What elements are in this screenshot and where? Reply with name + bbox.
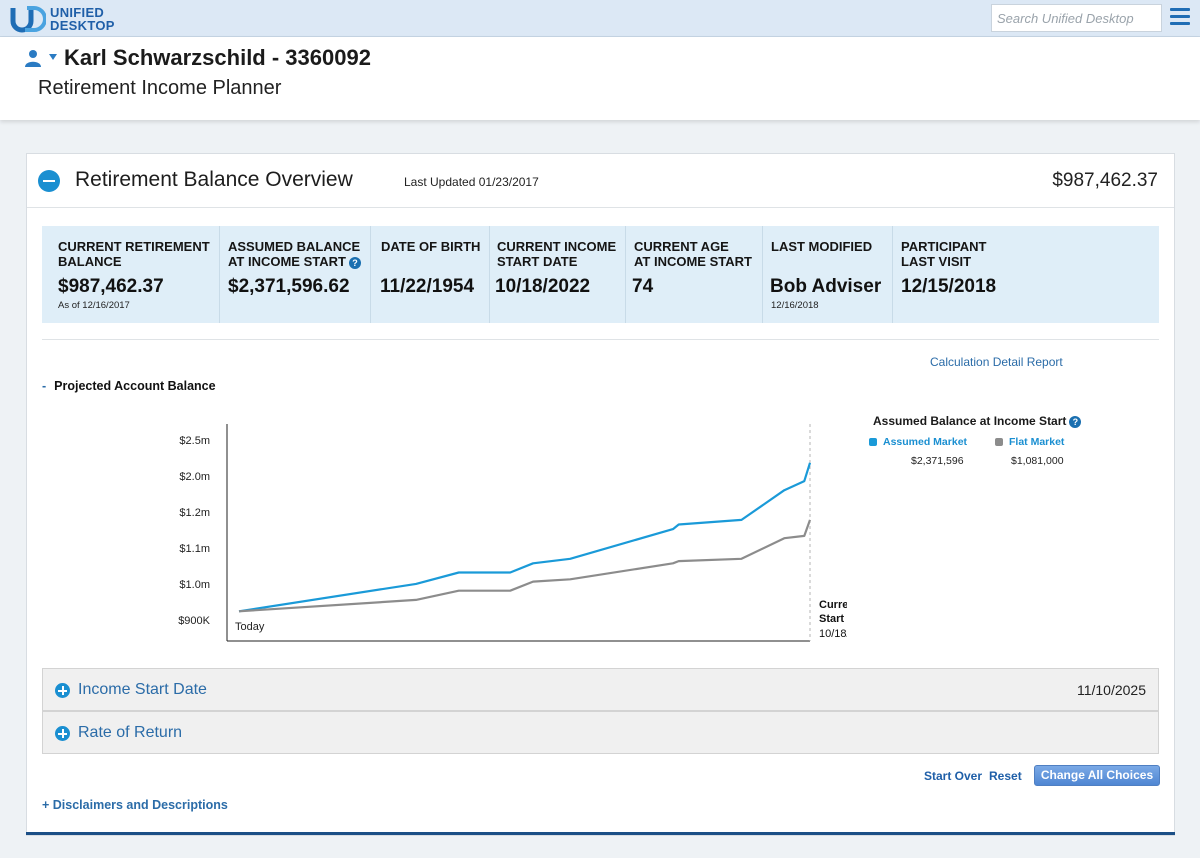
series-line-flat-market: [238, 519, 812, 613]
summary-col-dob: DATE OF BIRTH 11/22/1954: [370, 226, 488, 323]
legend-swatch: [869, 438, 877, 447]
accordion-label[interactable]: Rate of Return: [78, 724, 183, 741]
summary-value: 11/22/1954: [380, 276, 475, 297]
help-icon[interactable]: ?: [348, 256, 361, 269]
search-input[interactable]: Search Unified Desktop: [991, 4, 1162, 32]
y-tick-label: $1.0m: [179, 579, 210, 591]
rate-of-return-row[interactable]: Rate of Return: [42, 711, 1159, 754]
summary-value: 12/15/2018: [901, 276, 997, 297]
app-logo[interactable]: UNIFIED DESKTOP: [10, 3, 115, 34]
accordion-label[interactable]: Income Start Date: [78, 681, 207, 698]
summary-value: 10/18/2022: [495, 276, 591, 297]
summary-strip: CURRENT RETIREMENT BALANCE $987,462.37 As…: [42, 226, 1159, 323]
help-icon[interactable]: ?: [1069, 415, 1082, 428]
legend-item-flat[interactable]: Flat Market: [995, 436, 1064, 448]
summary-col-age: CURRENT AGE AT INCOME START 74: [625, 226, 761, 323]
reset-button[interactable]: Reset: [989, 769, 1022, 783]
user-icon[interactable]: [24, 49, 42, 67]
y-tick-label: $2.0m: [179, 471, 210, 483]
calculation-detail-report-link[interactable]: Calculation Detail Report: [930, 355, 1063, 369]
projection-heading[interactable]: - Projected Account Balance: [42, 379, 216, 393]
y-tick-label: $2.5m: [179, 435, 210, 447]
legend-value-flat: $1,081,000: [1011, 455, 1064, 467]
income-start-label: Start Date: [819, 613, 847, 625]
summary-sub: 12/16/2018: [771, 300, 819, 311]
hamburger-menu-icon[interactable]: [1170, 8, 1190, 28]
income-start-label: Current Income: [819, 599, 847, 611]
income-start-label: 10/18/2022: [819, 628, 847, 640]
summary-value: 74: [632, 276, 654, 297]
summary-col-last-visit: PARTICIPANT LAST VISIT 12/15/2018: [892, 226, 1032, 323]
disclaimers-link[interactable]: + Disclaimers and Descriptions: [42, 798, 228, 812]
user-dropdown-caret-icon[interactable]: [49, 54, 57, 60]
y-tick-label: $1.1m: [179, 543, 210, 555]
section-title: Retirement Balance Overview: [75, 168, 353, 191]
participant-name: Karl Schwarzschild - 3360092: [64, 45, 371, 70]
legend-swatch: [995, 438, 1003, 447]
today-label: Today: [235, 621, 265, 633]
expand-plus-icon[interactable]: [55, 726, 70, 741]
legend-item-assumed[interactable]: Assumed Market: [869, 436, 967, 448]
summary-col-assumed-balance: ASSUMED BALANCE AT INCOME START? $2,371,5…: [219, 226, 369, 323]
logo-mark-icon: [10, 5, 46, 32]
series-line-assumed-market: [238, 462, 812, 613]
expand-plus-icon[interactable]: [55, 683, 70, 698]
start-over-button[interactable]: Start Over: [924, 769, 983, 783]
section-header: Retirement Balance Overview Last Updated…: [27, 154, 1174, 208]
legend-title: Assumed Balance at Income Start?: [873, 414, 1082, 428]
projected-balance-chart: $2.5m $2.0m $1.2m $1.1m $1.0m $900K Today Curre…: [178, 424, 847, 642]
y-tick-label: $1.2m: [179, 507, 210, 519]
last-updated: Last Updated 01/23/2017: [404, 175, 539, 189]
collapse-minus-icon[interactable]: [38, 170, 60, 192]
summary-sub: As of 12/16/2017: [58, 300, 130, 311]
top-bar: UNIFIED DESKTOP Search Unified Desktop: [0, 0, 1200, 37]
income-start-date-row[interactable]: Income Start Date 11/10/2025: [42, 668, 1159, 711]
legend-value-assumed: $2,371,596: [911, 455, 964, 467]
summary-col-current-balance: CURRENT RETIREMENT BALANCE $987,462.37 As…: [58, 239, 210, 311]
divider: [42, 339, 1159, 340]
logo-text: UNIFIED DESKTOP: [50, 4, 115, 33]
total-balance: $987,462.37: [1052, 170, 1158, 191]
summary-col-income-start: CURRENT INCOME START DATE 10/18/2022: [489, 226, 624, 323]
accordion-value: 11/10/2025: [1076, 682, 1146, 698]
change-all-choices-button[interactable]: Change All Choices: [1034, 765, 1160, 786]
retirement-balance-panel: Retirement Balance Overview Last Updated…: [26, 153, 1175, 836]
page-title: Retirement Income Planner: [38, 77, 282, 99]
y-tick-label: $900K: [178, 615, 210, 627]
summary-value: Bob Adviser: [770, 276, 882, 297]
summary-value: $987,462.37: [58, 276, 164, 297]
panel-bottom-border: [26, 832, 1175, 835]
participant-header: Karl Schwarzschild - 3360092 Retirement …: [0, 37, 1200, 120]
summary-value: $2,371,596.62: [228, 276, 350, 297]
summary-col-last-modified: LAST MODIFIED Bob Adviser 12/16/2018: [762, 226, 891, 323]
